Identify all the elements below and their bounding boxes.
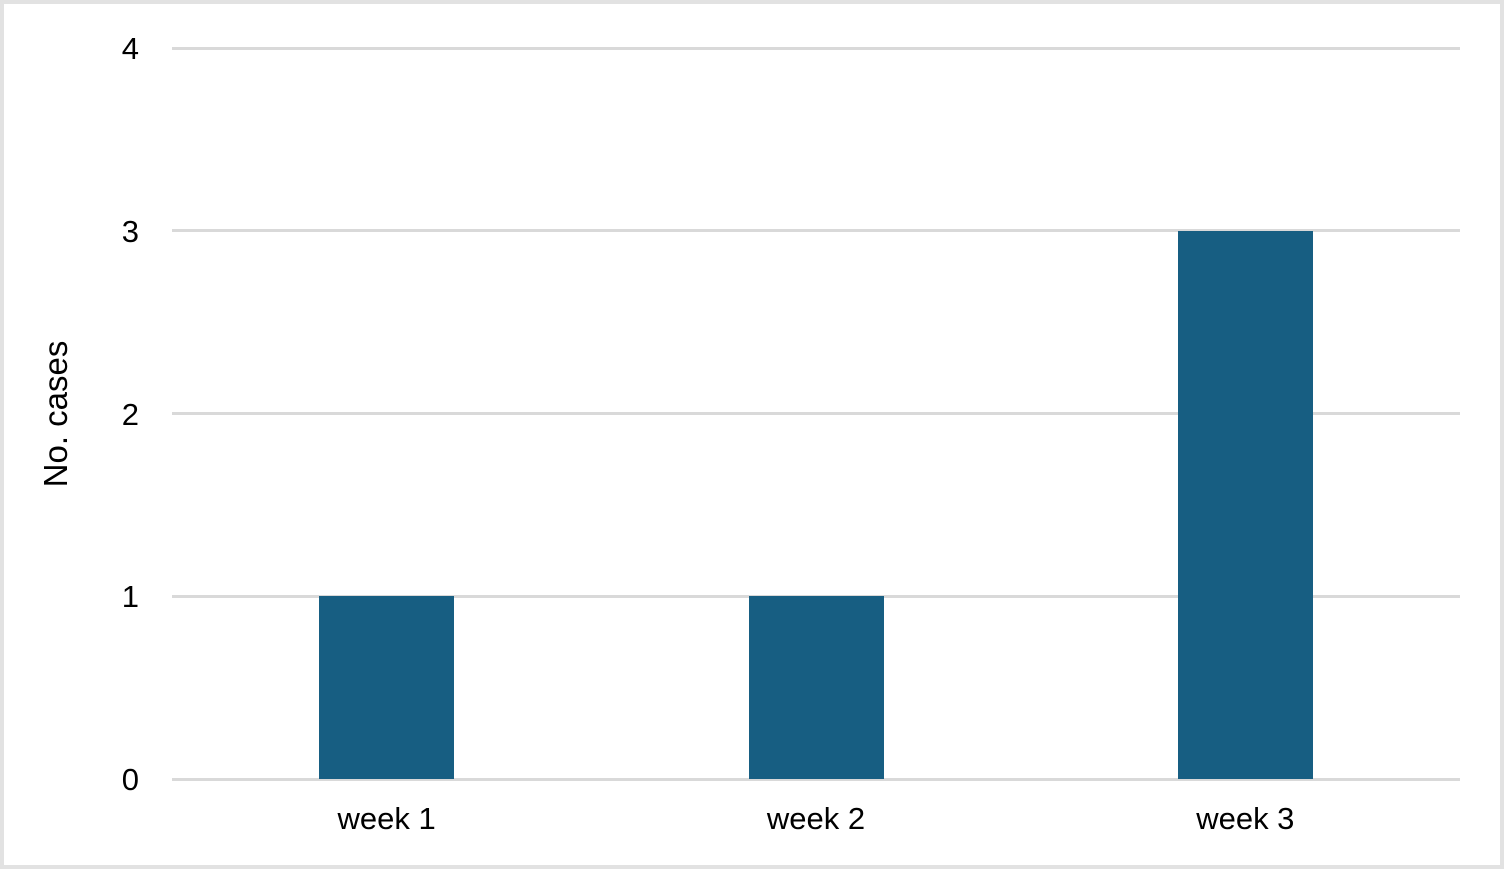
x-tick-label-week-1: week 1	[337, 801, 436, 836]
gridline-y-3	[172, 229, 1460, 233]
bar-week-2	[748, 596, 884, 779]
bar-week-1	[319, 596, 455, 779]
y-tick-label-1: 1	[121, 579, 139, 615]
gridline-y-2	[172, 412, 1460, 415]
bar-week-3	[1177, 230, 1313, 779]
gridline-y-4	[172, 46, 1460, 50]
x-tick-label-week-3: week 3	[1196, 801, 1295, 836]
y-tick-label-4: 4	[121, 31, 139, 66]
gridline-y-0	[172, 777, 1460, 781]
y-axis-title: No. cases	[37, 340, 74, 488]
plot-area	[172, 46, 1460, 781]
y-tick-label-2: 2	[121, 396, 139, 432]
y-tick-label-0: 0	[121, 762, 139, 797]
y-tick-label-3: 3	[121, 213, 139, 249]
x-tick-label-week-2: week 2	[766, 801, 866, 836]
